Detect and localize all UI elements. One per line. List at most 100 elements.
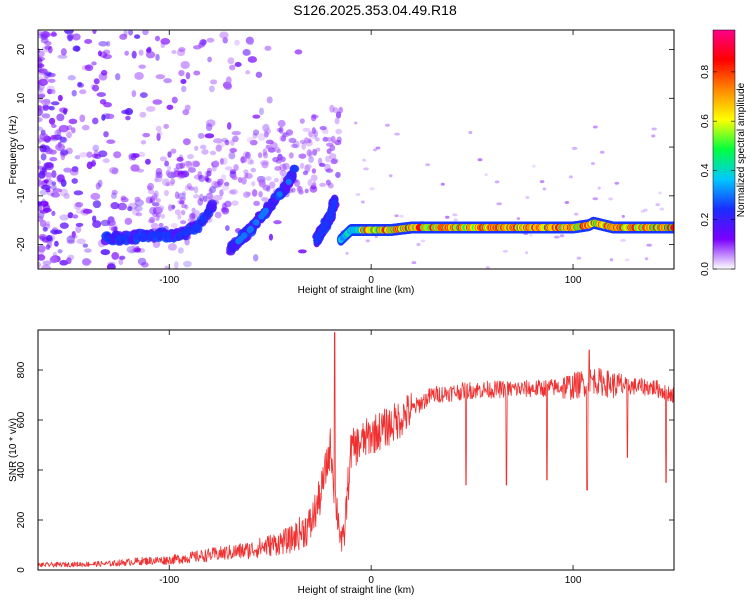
spectrogram-cell xyxy=(230,148,237,153)
spectrogram-cell xyxy=(49,149,57,155)
spectrogram-cell xyxy=(224,200,232,208)
spectrogram-cell xyxy=(155,74,166,80)
spectrogram-cell xyxy=(258,191,263,198)
spectrogram-ytick-label: 20 xyxy=(16,44,27,56)
chart-title: S126.2025.353.04.49.R18 xyxy=(293,2,457,18)
spectrogram-cell xyxy=(147,219,155,224)
spectrogram-cell xyxy=(576,256,582,260)
spectrogram-cell xyxy=(71,231,76,238)
spectrogram-cell xyxy=(120,197,129,203)
spectrogram-cell xyxy=(152,212,158,217)
spectrogram-cell xyxy=(249,37,254,46)
spectrogram-cell xyxy=(47,78,56,83)
spectrogram-frame xyxy=(37,29,675,270)
spectrogram-cell xyxy=(147,189,155,195)
spectrogram-cell xyxy=(38,109,42,117)
spectrogram-cell xyxy=(325,179,331,186)
spectrogram-cell xyxy=(38,170,46,179)
spectrogram-cell xyxy=(92,30,97,35)
spectrogram-cell xyxy=(304,137,309,144)
spectrogram-cell xyxy=(84,65,91,70)
spectrogram-cell xyxy=(263,131,269,138)
spectrogram-cell xyxy=(45,179,54,186)
spectrogram-cell xyxy=(440,182,445,186)
spectrogram-cell xyxy=(45,172,53,180)
spectrogram-cell xyxy=(245,172,253,180)
spectrogram-cell xyxy=(285,178,292,186)
spectrogram-cell xyxy=(75,225,82,233)
spectrogram-cell xyxy=(224,139,230,146)
spectrogram-cell xyxy=(298,189,304,195)
spectrogram-cell xyxy=(228,151,236,160)
spectrogram-cell xyxy=(69,168,79,176)
spectrogram-cell xyxy=(106,263,116,269)
spectrogram-cell xyxy=(158,205,165,211)
spectrogram-ytick-label: 0 xyxy=(16,144,27,150)
spectrogram-cell xyxy=(110,202,120,210)
spectrogram-cell xyxy=(267,147,276,153)
spectrogram-cell xyxy=(45,220,51,227)
spectrogram-cell xyxy=(262,152,269,159)
spectrogram-cell xyxy=(308,131,313,138)
spectrogram-cell xyxy=(207,56,212,63)
spectrogram-cell xyxy=(335,128,343,135)
spectrogram-cell xyxy=(242,49,251,56)
spectrogram-cell xyxy=(92,117,99,125)
spectrogram-cell xyxy=(183,260,192,268)
spectrogram-cell xyxy=(363,167,369,171)
spectrogram-cell xyxy=(259,107,264,116)
spectrogram-cell xyxy=(119,33,128,40)
spectrogram-cell xyxy=(525,195,530,199)
spectrogram-cell xyxy=(76,238,86,245)
spectrogram-cell xyxy=(318,228,325,235)
spectrogram-cell xyxy=(41,166,47,173)
spectrogram-cell xyxy=(217,142,225,148)
spectrogram-cell xyxy=(66,239,76,245)
spectrogram-cell xyxy=(621,214,625,218)
spectrogram-cell xyxy=(243,169,249,175)
spectrogram-cell xyxy=(245,36,254,45)
spectrogram-cell xyxy=(140,140,147,145)
spectrogram-cell xyxy=(159,156,167,162)
spectrogram-cell xyxy=(325,155,331,163)
spectrogram-cell xyxy=(92,84,100,92)
spectrogram-cell xyxy=(104,236,112,243)
spectrogram-cell xyxy=(307,130,314,137)
spectrogram-cell xyxy=(166,104,174,110)
spectrogram-cell xyxy=(57,249,63,254)
spectrogram-cell xyxy=(324,163,331,172)
spectrogram-cell xyxy=(99,51,108,58)
spectrogram-cell xyxy=(142,132,151,138)
spectrogram-cell xyxy=(154,35,161,42)
spectrogram-cell xyxy=(131,244,137,251)
spectrogram-cell xyxy=(56,128,62,135)
spectrogram-cell xyxy=(91,61,97,66)
spectrogram-cell xyxy=(241,232,248,239)
spectrogram-cell xyxy=(308,155,314,163)
colorbar: 0.0 0.2 0.4 0.6 0.8 Normalized spectral ampl… xyxy=(700,29,747,276)
spectrogram-cell xyxy=(276,191,283,198)
spectrogram-cell xyxy=(193,223,201,230)
snr-ytick-label: 600 xyxy=(16,411,27,428)
spectrogram-cell xyxy=(302,127,311,132)
spectrogram-cell xyxy=(251,189,258,197)
spectrogram-cell xyxy=(399,214,404,218)
snr-ytick-label: 0 xyxy=(16,567,27,573)
spectrogram-cell xyxy=(325,168,334,173)
spectrogram-cell xyxy=(245,151,251,159)
spectrogram-cell xyxy=(46,85,55,93)
spectrogram-cell xyxy=(134,34,141,39)
colorbar-tick-label: 0.4 xyxy=(700,163,711,177)
spectrogram-cell xyxy=(234,61,242,68)
spectrogram-cell xyxy=(197,132,205,139)
spectrogram-cell xyxy=(66,131,72,139)
spectrogram-cell xyxy=(230,188,238,195)
snr-ytick-label: 400 xyxy=(16,461,27,478)
spectrogram-cell xyxy=(184,204,189,210)
spectrogram-cell xyxy=(231,200,239,206)
spectrogram-cell xyxy=(78,152,89,158)
spectrogram-cell xyxy=(209,186,217,194)
spectrogram-cell xyxy=(148,199,154,204)
spectrogram-cell xyxy=(173,167,180,173)
